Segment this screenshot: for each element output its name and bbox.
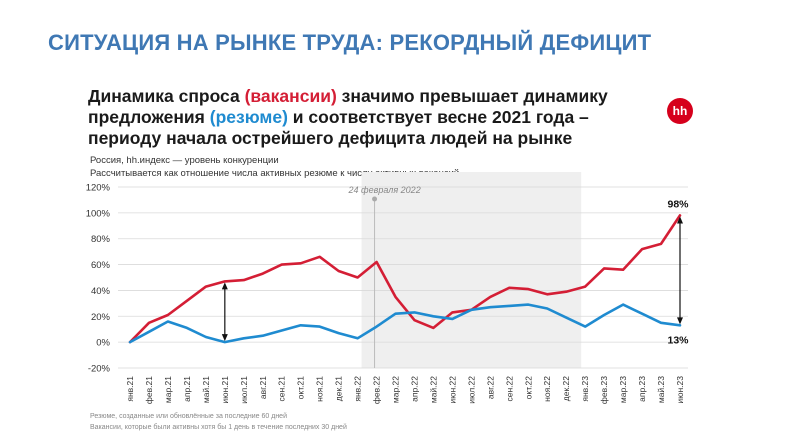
gap-arrow-2021-head-top bbox=[221, 282, 228, 290]
headline-vacancies: (вакансии) bbox=[244, 86, 337, 106]
x-tick-label: июл.22 bbox=[466, 376, 476, 404]
x-tick-label: фев.21 bbox=[144, 376, 154, 404]
y-tick-label: 0% bbox=[96, 338, 110, 349]
headline-resumes: (резюме) bbox=[209, 107, 288, 127]
y-tick-label: 40% bbox=[91, 286, 111, 297]
x-tick-label: окт.22 bbox=[523, 376, 533, 400]
x-tick-label: фев.22 bbox=[372, 376, 382, 404]
y-tick-label: 100% bbox=[86, 208, 111, 219]
x-tick-label: май.21 bbox=[201, 376, 211, 403]
headline-part: значимо превышает динамику предложения bbox=[88, 86, 608, 127]
x-tick-label: авг.22 bbox=[485, 376, 495, 399]
x-tick-label: апр.22 bbox=[409, 376, 419, 402]
annotation-marker bbox=[372, 196, 378, 202]
x-tick-label: июн.21 bbox=[220, 376, 230, 404]
chart-headline: Динамика спроса (вакансии) значимо превы… bbox=[88, 86, 648, 149]
y-tick-label: 80% bbox=[91, 234, 111, 245]
x-tick-label: авг.21 bbox=[258, 376, 268, 399]
y-tick-label: -20% bbox=[88, 364, 111, 375]
annotation-label: 24 февраля 2022 bbox=[348, 185, 421, 195]
hh-logo: hh bbox=[667, 98, 693, 124]
footnote-vacancies: Вакансии, которые были активны хотя бы 1… bbox=[90, 424, 347, 431]
headline-part: и соответствует весне 2021 года – период… bbox=[88, 107, 589, 148]
x-tick-label: мар.21 bbox=[163, 376, 173, 403]
x-tick-label: ноя.21 bbox=[315, 376, 325, 402]
chart-subtitle: Россия, hh.индекс — уровень конкуренции bbox=[90, 155, 279, 166]
x-tick-label: мар.23 bbox=[618, 376, 628, 403]
x-tick-label: май.23 bbox=[656, 376, 666, 403]
shaded-period bbox=[361, 172, 582, 368]
x-tick-label: апр.21 bbox=[182, 376, 192, 402]
x-tick-label: окт.21 bbox=[296, 376, 306, 400]
x-tick-label: апр.23 bbox=[637, 376, 647, 402]
x-tick-label: сен.21 bbox=[277, 376, 287, 402]
page-title: СИТУАЦИЯ НА РЫНКЕ ТРУДА: РЕКОРДНЫЙ ДЕФИЦ… bbox=[48, 30, 652, 55]
vacancies-line bbox=[128, 214, 682, 344]
x-tick-label: янв.22 bbox=[353, 376, 363, 402]
x-tick-label: фев.23 bbox=[599, 376, 609, 404]
y-tick-label: 60% bbox=[91, 260, 111, 271]
x-tick-label: июн.23 bbox=[675, 376, 685, 404]
end-label-vacancies: 98% bbox=[667, 198, 689, 210]
x-tick-label: дек.21 bbox=[334, 376, 344, 401]
x-tick-label: дек.22 bbox=[561, 376, 571, 401]
gap-arrow-2023-head-top bbox=[677, 216, 683, 224]
chart-description: Рассчитывается как отношение числа актив… bbox=[90, 168, 460, 179]
gap-arrow-2023-head-bottom bbox=[677, 317, 683, 325]
resumes-line bbox=[128, 303, 682, 344]
gap-arrow-2021-head-bottom bbox=[221, 334, 228, 342]
end-label-resumes: 13% bbox=[667, 334, 689, 346]
x-tick-label: мар.22 bbox=[391, 376, 401, 403]
x-tick-label: июн.22 bbox=[447, 376, 457, 404]
x-tick-label: ноя.22 bbox=[542, 376, 552, 402]
footnote-resumes: Резюме, созданные или обновлённые за пос… bbox=[90, 413, 287, 420]
x-tick-label: сен.22 bbox=[504, 376, 514, 402]
y-tick-label: 120% bbox=[86, 183, 111, 194]
x-tick-label: янв.21 bbox=[125, 376, 135, 402]
x-tick-label: июл.21 bbox=[239, 376, 249, 404]
x-tick-label: май.22 bbox=[428, 376, 438, 403]
x-tick-label: янв.23 bbox=[580, 376, 590, 402]
y-tick-label: 20% bbox=[91, 312, 111, 323]
headline-part: Динамика спроса bbox=[88, 86, 245, 106]
